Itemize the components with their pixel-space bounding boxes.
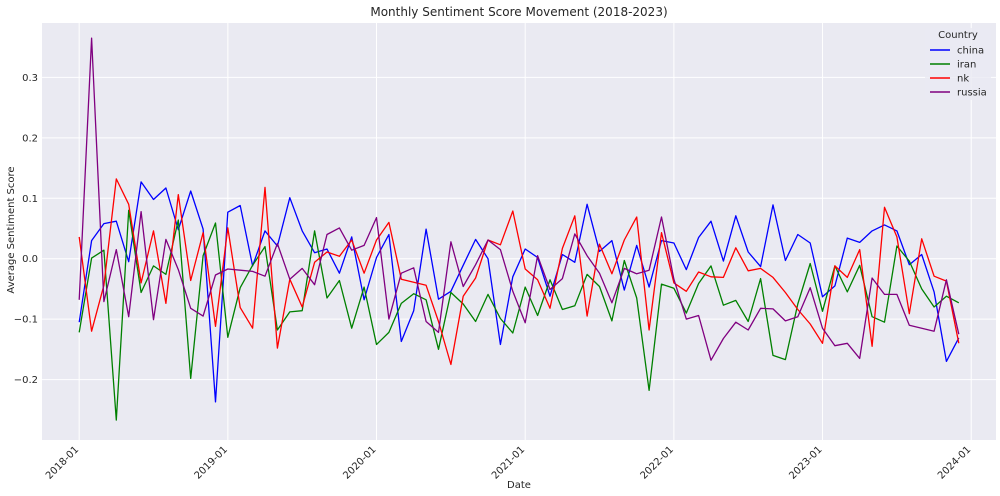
plot-area [42, 23, 996, 440]
series-line-iran [78, 209, 960, 421]
x-axis-label: Date [507, 480, 531, 491]
legend-entry-iran: iran [957, 60, 976, 71]
y-tick-label: 0.2 [22, 133, 38, 144]
y-axis-label: Average Sentiment Score [6, 166, 17, 293]
series-layer [78, 37, 960, 421]
legend-entry-russia: russia [957, 88, 987, 99]
y-tick-label: −0.1 [14, 315, 38, 326]
series-line-nk [78, 178, 960, 366]
legend-box [925, 28, 991, 100]
legend-entry-china: china [957, 46, 984, 57]
y-tick-label: 0.0 [22, 254, 38, 265]
y-tick-label: −0.2 [14, 375, 38, 386]
series-line-russia [78, 37, 960, 361]
y-tick-label: 0.3 [22, 73, 38, 84]
legend-title: Country [938, 30, 978, 41]
y-tick-label: 0.1 [22, 194, 38, 205]
grid-lines [42, 23, 996, 440]
y-axis-ticks: −0.2 −0.1 0.0 0.1 0.2 0.3 [14, 73, 38, 386]
chart-title: Monthly Sentiment Score Movement (2018-2… [370, 5, 667, 19]
legend: Country china iran nk russia [925, 28, 991, 100]
legend-entry-nk: nk [957, 74, 969, 85]
